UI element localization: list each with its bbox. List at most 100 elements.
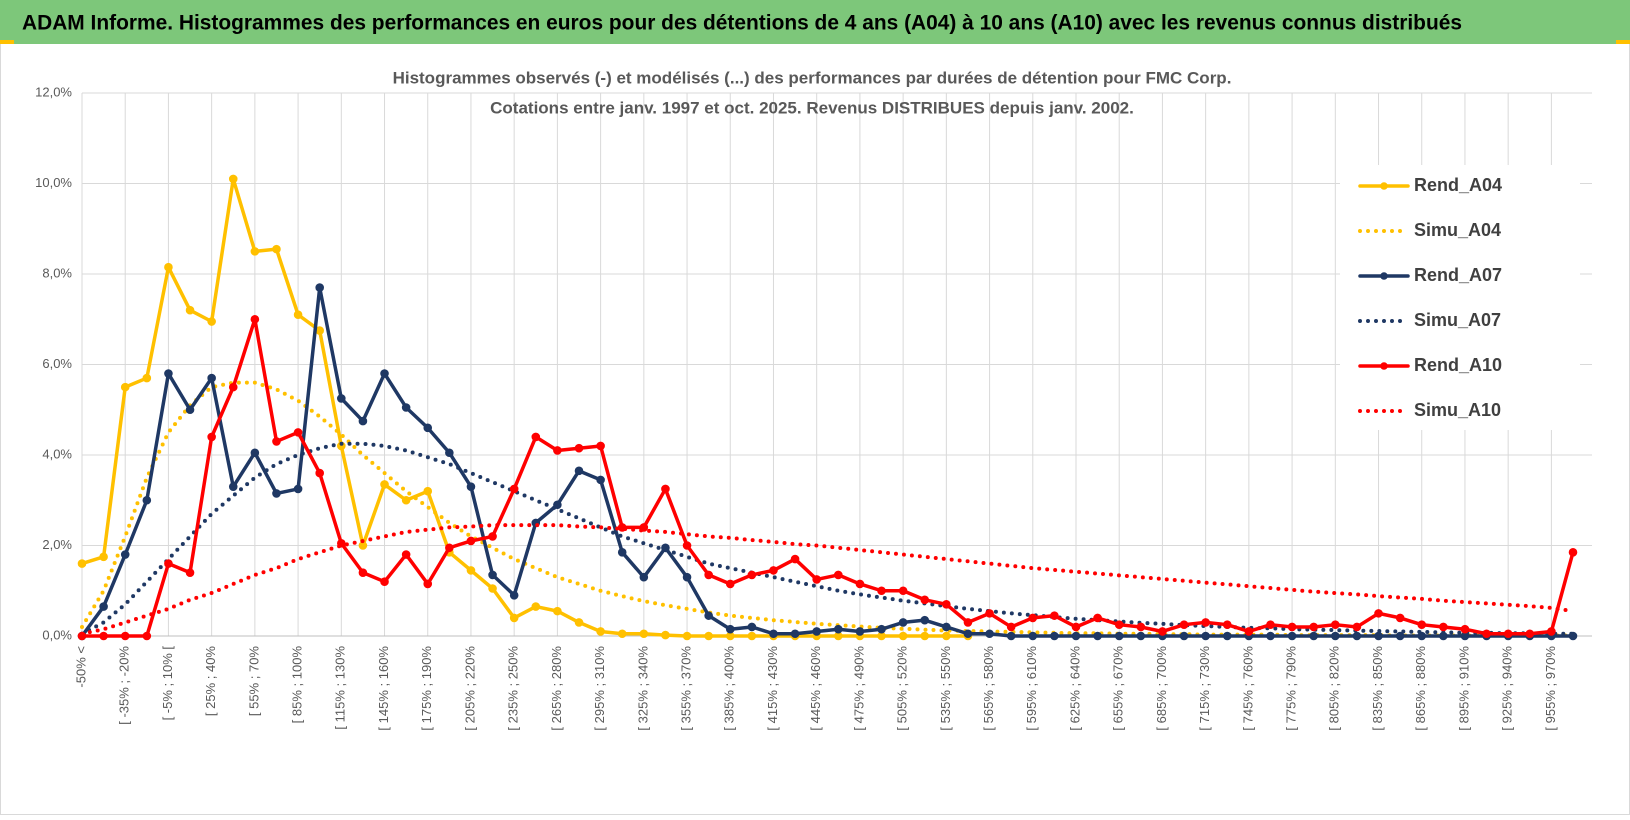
point	[315, 283, 324, 292]
point	[1287, 631, 1297, 641]
legend-box	[1340, 165, 1580, 430]
point	[164, 262, 173, 272]
point	[1331, 620, 1340, 629]
point	[250, 448, 260, 458]
point	[423, 423, 433, 433]
point	[1222, 620, 1232, 629]
point	[812, 627, 821, 636]
point	[99, 631, 108, 641]
point	[228, 382, 238, 392]
point	[509, 484, 519, 494]
x-tick-label: [ 505% ; 520%	[895, 646, 910, 731]
series-line	[80, 317, 1575, 638]
point	[1201, 631, 1210, 641]
point	[293, 428, 303, 437]
x-tick-label: [ 415% ; 430%	[765, 646, 780, 731]
point	[1547, 627, 1556, 636]
x-tick-label: [ 55% ; 70%	[246, 646, 261, 717]
point	[337, 394, 346, 403]
point	[574, 443, 584, 453]
point	[1417, 620, 1427, 629]
point	[985, 629, 994, 639]
point	[1028, 613, 1038, 623]
point	[877, 586, 886, 596]
point	[1352, 622, 1362, 632]
point	[596, 441, 605, 451]
x-tick-label: [ 715% ; 730%	[1197, 646, 1212, 731]
legend-label: Rend_A10	[1414, 355, 1502, 375]
point	[704, 631, 713, 641]
point	[920, 631, 930, 641]
x-tick-label: [ 655% ; 670%	[1111, 646, 1126, 731]
point	[769, 566, 778, 575]
legend-label: Simu_A04	[1414, 220, 1501, 240]
point	[553, 606, 562, 616]
point	[164, 369, 173, 378]
x-tick-label: [ 145% ; 160%	[376, 646, 391, 731]
point	[1050, 631, 1059, 641]
point	[812, 575, 821, 584]
point	[488, 570, 497, 580]
corner-mark	[0, 40, 14, 44]
point	[401, 495, 411, 505]
x-tick-label: [ 625% ; 640%	[1067, 646, 1082, 731]
point	[1417, 631, 1427, 641]
point	[1482, 629, 1491, 639]
x-tick-label: [ 685% ; 700%	[1154, 646, 1169, 731]
point	[1093, 631, 1102, 641]
point	[466, 566, 476, 575]
point	[1071, 631, 1081, 641]
point	[401, 550, 411, 559]
x-tick-label: [ 205% ; 220%	[462, 646, 477, 731]
point	[99, 552, 108, 562]
point	[574, 618, 584, 627]
point	[77, 559, 87, 568]
x-tick-label: [ 295% ; 310%	[592, 646, 607, 731]
point	[1006, 631, 1016, 641]
point	[617, 629, 627, 639]
point	[855, 627, 865, 636]
point	[401, 403, 411, 412]
point	[207, 432, 216, 442]
x-tick-label: [ 805% ; 820%	[1327, 646, 1342, 731]
point	[725, 579, 735, 589]
point	[898, 631, 908, 641]
series-line	[80, 285, 1575, 638]
series-line-dotted	[80, 441, 1575, 636]
point	[1244, 627, 1254, 636]
point	[682, 541, 692, 550]
x-tick-label: [ 955% ; 970%	[1543, 646, 1558, 731]
point	[1309, 622, 1318, 632]
point	[963, 618, 973, 627]
point	[207, 317, 216, 326]
point	[99, 602, 108, 611]
point	[834, 570, 843, 580]
point	[185, 405, 195, 415]
legend-marker	[1380, 182, 1388, 190]
grid: 0,0% 2,0% 4,0% 6,0% 8,0% 10,0% 12,0% -50% < [ -3…	[35, 84, 1592, 731]
point	[509, 613, 519, 623]
point	[488, 532, 497, 541]
point	[1179, 631, 1189, 641]
x-tick-label: [ 925% ; 940%	[1500, 646, 1515, 731]
point	[1309, 631, 1318, 641]
point	[164, 559, 173, 568]
legend-label: Simu_A10	[1414, 400, 1501, 420]
point	[790, 629, 800, 639]
point	[725, 624, 735, 634]
point	[1460, 624, 1470, 634]
point	[272, 437, 281, 446]
plot	[77, 174, 1578, 641]
x-tick-label: [ 865% ; 880%	[1413, 646, 1428, 731]
legend-label: Rend_A04	[1414, 175, 1502, 195]
x-tick-label: [ 175% ; 190%	[419, 646, 434, 731]
x-tick-label: [ 445% ; 460%	[808, 646, 823, 731]
point	[293, 484, 303, 494]
point	[877, 624, 886, 634]
point	[358, 416, 368, 426]
header-title: ADAM Informe. Histogrammes des performan…	[22, 12, 1462, 35]
legend: Rend_A04 Simu_A04 Rend_A07 Simu_A07 Rend_A10…	[1358, 175, 1502, 420]
point	[228, 482, 238, 491]
point	[661, 484, 670, 494]
